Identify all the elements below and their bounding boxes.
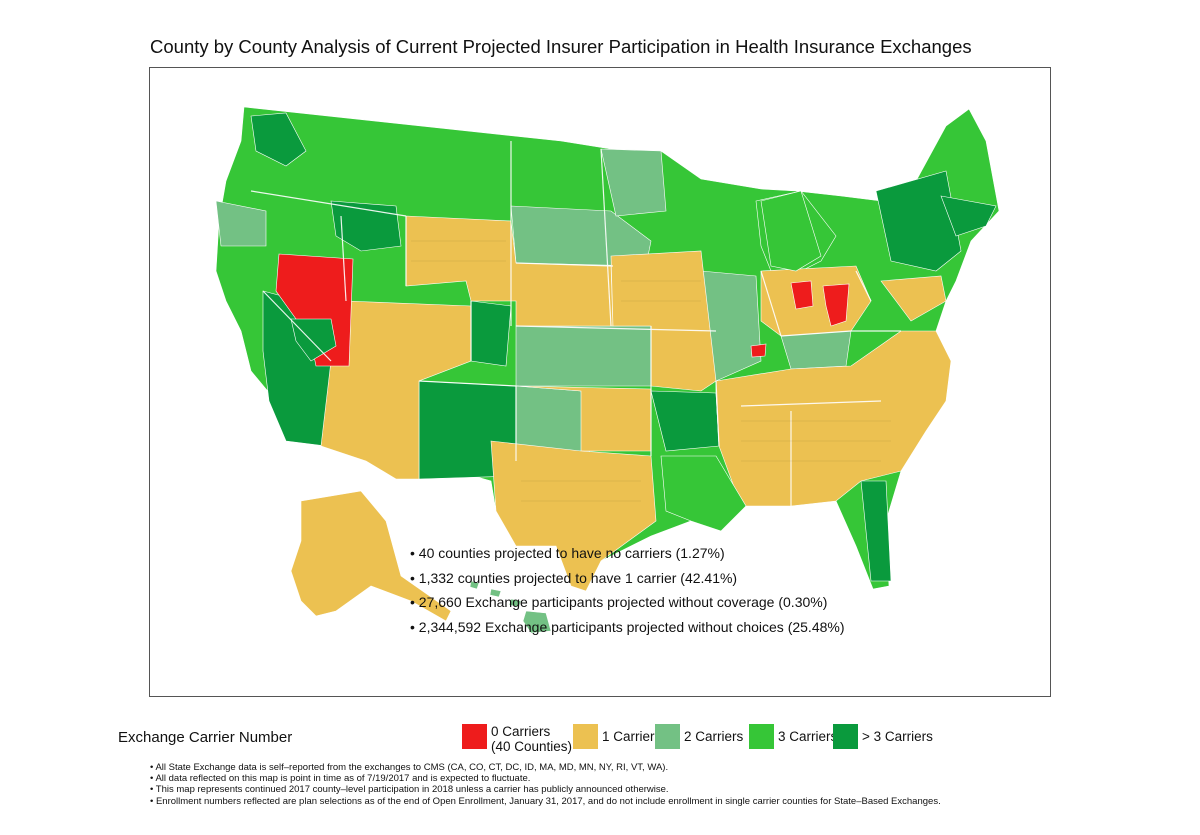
legend-label-two: 2 Carriers	[684, 729, 744, 744]
map-title: County by County Analysis of Current Pro…	[150, 36, 972, 57]
hawaii-island-4	[522, 610, 552, 634]
region-two-carriers-kentucky	[780, 330, 852, 370]
legend-label-four-plus: > 3 Carriers	[862, 729, 933, 744]
legend-label-zero: 0 Carriers (40 Counties)	[491, 724, 573, 754]
stat-no-carriers: • 40 counties projected to have no carri…	[410, 545, 725, 561]
legend-title: Exchange Carrier Number	[118, 729, 293, 746]
region-two-carriers-minnesota	[600, 148, 667, 217]
footnote-4: • Enrollment numbers reflected are plan …	[150, 795, 941, 807]
region-four-plus-idaho	[330, 200, 402, 252]
legend-swatch-two	[655, 724, 680, 749]
legend-label-one: 1 Carrier	[602, 729, 655, 744]
region-one-carrier-texas	[490, 440, 657, 592]
legend-swatch-three	[749, 724, 774, 749]
region-two-carriers-kansas	[515, 325, 652, 387]
alaska-landmass	[290, 490, 452, 622]
hawaii-island-3	[508, 598, 522, 608]
region-four-plus-pennsylvania-ny	[875, 170, 962, 272]
state-borders	[250, 141, 901, 506]
footnote-3: • This map represents continued 2017 cou…	[150, 784, 669, 796]
region-one-carrier-virginia	[880, 275, 947, 322]
region-three-carriers-michigan	[760, 190, 822, 272]
summary-stats: • 40 counties projected to have no carri…	[410, 541, 845, 639]
us-county-map	[215, 106, 1000, 634]
region-three-carriers-louisiana	[660, 455, 747, 532]
hawaii-island-1	[469, 580, 480, 590]
region-four-plus-utah	[470, 300, 512, 367]
county-texture	[411, 240, 891, 502]
legend-swatch-zero	[462, 724, 487, 749]
region-four-plus-florida	[860, 480, 892, 582]
region-one-carrier-southeast	[715, 330, 952, 507]
stat-one-carrier: • 1,332 counties projected to have 1 car…	[410, 569, 738, 586]
region-zero-carriers-ohio-a	[790, 280, 814, 310]
stat-without-choices: • 2,344,592 Exchange participants projec…	[410, 618, 845, 635]
stat-without-coverage: • 27,660 Exchange participants projected…	[410, 594, 828, 610]
footnote-1: • All State Exchange data is self–report…	[150, 762, 669, 773]
region-one-carrier-iowa-missouri	[610, 250, 717, 392]
region-two-carriers-oregon	[215, 200, 267, 247]
map-frame	[149, 67, 1051, 697]
legend-swatch-four-plus	[833, 724, 858, 749]
region-four-plus-new-england	[940, 195, 997, 237]
region-zero-carriers-ohio-b	[822, 283, 850, 327]
region-zero-carriers-indiana	[750, 343, 767, 358]
footnote-2: • All data reflected on this map is poin…	[150, 773, 531, 785]
legend-swatch-one	[573, 724, 598, 749]
footnotes: • All State Exchange data is self–report…	[150, 762, 941, 807]
hawaii-island-2	[489, 588, 502, 598]
region-four-plus-washington	[250, 112, 307, 167]
region-one-carrier-oklahoma	[515, 385, 652, 452]
legend-label-three: 3 Carriers	[778, 729, 838, 744]
